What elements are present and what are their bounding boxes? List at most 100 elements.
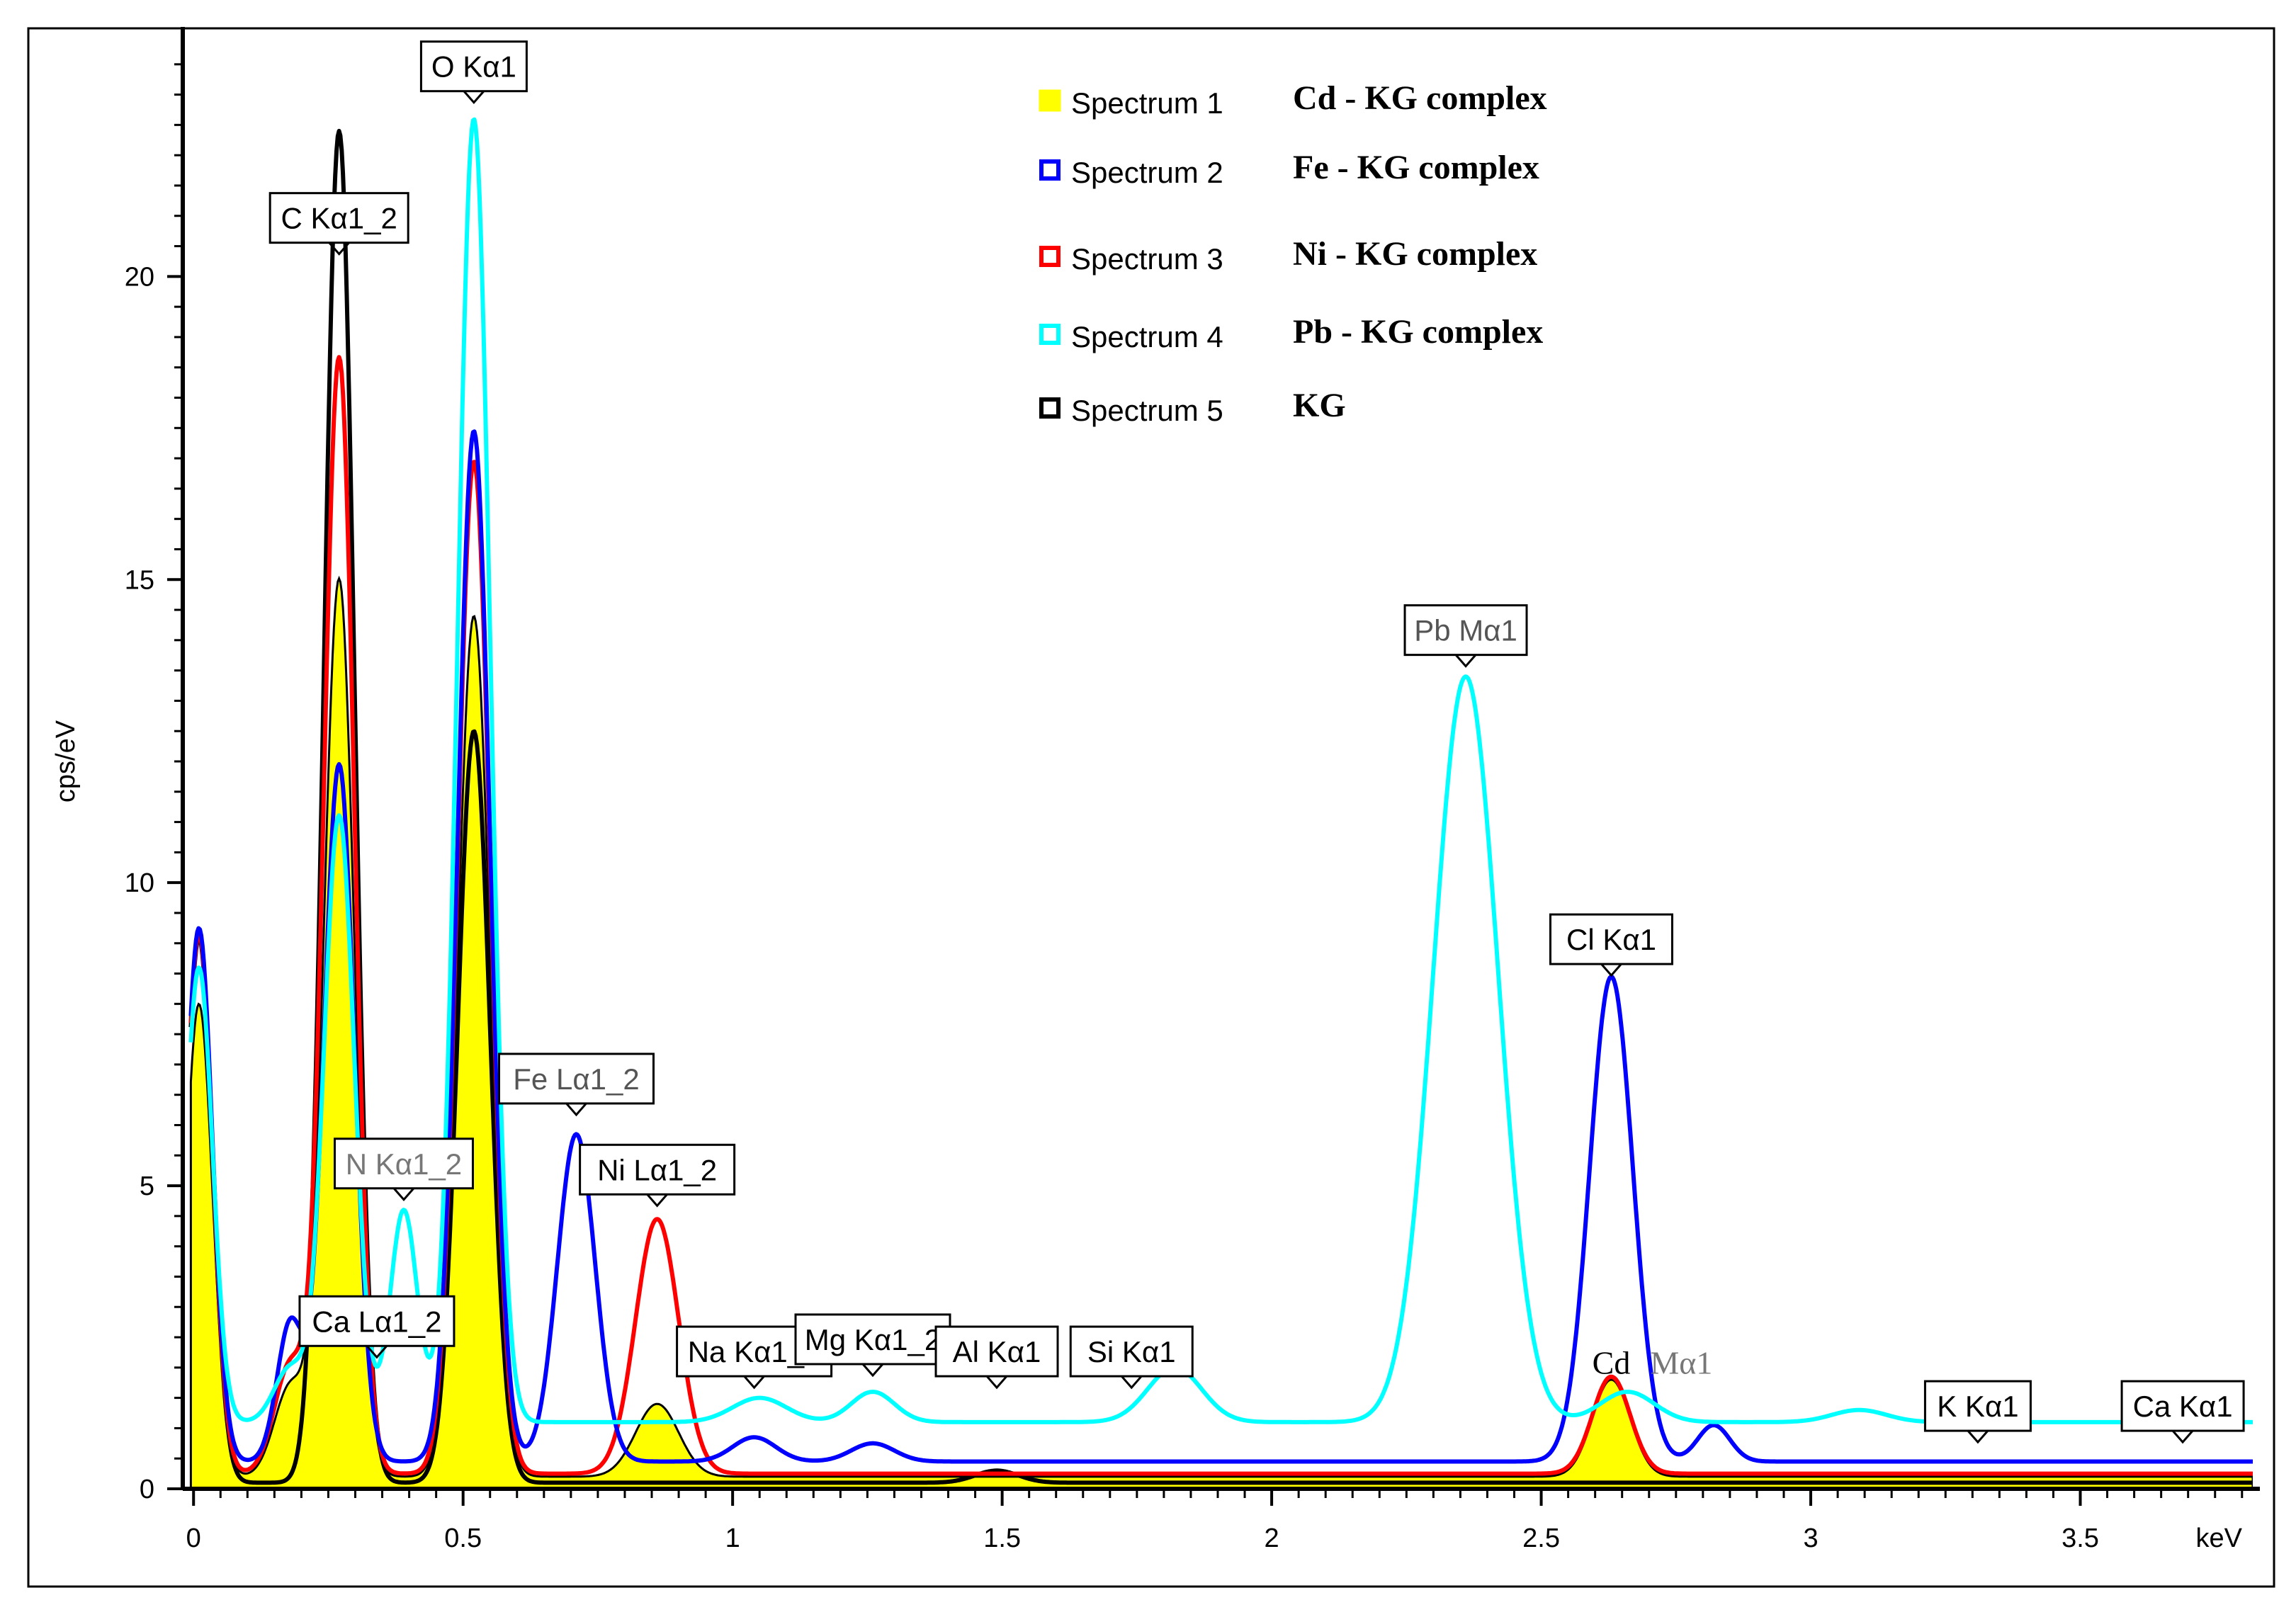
peak-label: Cl Kα1: [1549, 913, 1673, 977]
peak-label: N Kα1_2: [333, 1137, 474, 1202]
peak-label: Ca Lα1_2: [298, 1295, 456, 1359]
axes: 0 5 10 15 20 0 0.5 1 1.5 2 2.5 3 3.5 keV cps/eV: [51, 27, 2260, 1553]
legend-item: Spectrum 2 Fe - KG complex: [1039, 149, 1539, 189]
legend-swatch: [1039, 159, 1061, 181]
peak-plain-label: Cd: [1593, 1344, 1631, 1380]
legend-series-description: KG: [1293, 387, 1346, 424]
peak-label-text: O Kα1: [431, 50, 516, 84]
peak-label-box: [934, 1325, 1059, 1378]
peak-label-text: Ca Lα1_2: [312, 1305, 441, 1338]
peak-label-box: [794, 1313, 951, 1366]
peak-label-box: [298, 1295, 456, 1347]
legend-series-description: Pb - KG complex: [1293, 313, 1543, 351]
legend-item: Spectrum 3 Ni - KG complex: [1039, 235, 1537, 276]
peak-label-text: Cl Kα1: [1566, 923, 1656, 956]
peak-label-box: [579, 1143, 736, 1196]
peak-label-box: [1549, 913, 1673, 965]
x-tick-label: 1: [725, 1524, 740, 1553]
peak-label-text: Al Kα1: [953, 1335, 1041, 1368]
legend-series-name: Spectrum 2: [1071, 156, 1223, 189]
peak-label-pointer: [1967, 1430, 1989, 1444]
peak-label-text: Pb Mα1: [1414, 614, 1517, 647]
peak-label-text: Fe Lα1_2: [513, 1062, 639, 1096]
peak-label-text: K Kα1: [1937, 1390, 2018, 1423]
x-tick-label: 0: [186, 1524, 201, 1553]
peak-label-pointer: [463, 90, 485, 104]
peak-label-pointer: [861, 1363, 884, 1378]
peak-label-pointer: [1121, 1375, 1143, 1390]
peak-label: O Kα1: [419, 40, 528, 104]
legend-item: Spectrum 5 KG: [1039, 387, 1346, 427]
x-tick-label: 3.5: [2062, 1524, 2099, 1553]
peak-label-box: [2120, 1380, 2245, 1432]
peak-label-box: [333, 1137, 474, 1190]
peak-label-pointer: [646, 1193, 668, 1208]
y-axis-title: cps/eV: [51, 720, 81, 802]
peak-label-text: Ni Lα1_2: [597, 1153, 717, 1186]
peak-label: K Kα1: [1923, 1380, 2032, 1444]
y-tick-label: 15: [125, 565, 154, 595]
legend-swatch: [1039, 397, 1061, 419]
peak-label-text: C Kα1_2: [281, 202, 397, 235]
peak-label-box: [1923, 1380, 2032, 1432]
peak-label-pointer: [2171, 1430, 2194, 1444]
peak-label-pointer: [985, 1375, 1008, 1390]
legend-swatch: [1039, 89, 1061, 112]
peak-label-pointer: [328, 242, 350, 256]
x-tick-label: 1.5: [983, 1524, 1021, 1553]
peak-label: Pb Mα1: [1403, 604, 1528, 668]
legend-series-name: Spectrum 1: [1071, 86, 1223, 120]
legend-swatch: [1039, 246, 1061, 267]
peak-label: Ca Kα1: [2120, 1380, 2245, 1444]
peak-label-box: [1403, 604, 1528, 657]
x-tick-label: 2: [1265, 1524, 1279, 1553]
peak-label-text: Si Kα1: [1087, 1335, 1176, 1368]
plot-area: [188, 117, 2253, 1489]
peak-annotations: O Kα1 C Kα1_2 Pb Mα1 Cl Kα1 Fe Lα1_2 Ni Lα1_2…: [268, 40, 2245, 1444]
peak-label: Al Kα1: [934, 1325, 1059, 1390]
peak-label-box: [1069, 1325, 1194, 1378]
peak-label-box: [497, 1053, 655, 1105]
peak-label-text: N Kα1_2: [346, 1147, 462, 1181]
peak-label-pointer: [366, 1345, 388, 1359]
legend-item: Spectrum 4 Pb - KG complex: [1039, 313, 1543, 353]
spectrum-2-line: [188, 429, 2253, 1464]
spectrum-1-area: [189, 575, 2253, 1489]
peak-label: Si Kα1: [1069, 1325, 1194, 1390]
legend-series-description: Ni - KG complex: [1293, 235, 1537, 273]
legend-series-name: Spectrum 4: [1071, 320, 1223, 353]
y-tick-label: 10: [125, 868, 154, 898]
peak-label-pointer: [1600, 963, 1622, 977]
peak-label-text: Ca Kα1: [2133, 1390, 2233, 1423]
legend-series-description: Cd - KG complex: [1293, 79, 1547, 117]
peak-label-pointer: [565, 1102, 587, 1117]
legend-series-description: Fe - KG complex: [1293, 149, 1539, 186]
peak-label-text: Mg Kα1_2: [805, 1323, 941, 1356]
y-tick-label: 5: [140, 1171, 154, 1201]
legend: Spectrum 1 Cd - KG complex Spectrum 2 Fe - …: [1039, 79, 1547, 427]
legend-item: Spectrum 1 Cd - KG complex: [1039, 79, 1547, 120]
peak-label-pointer: [1454, 654, 1477, 668]
peak-label-box: [419, 40, 528, 93]
y-tick-label: 0: [140, 1475, 154, 1504]
legend-series-name: Spectrum 5: [1071, 394, 1223, 427]
y-tick-label: 20: [125, 262, 154, 292]
spectrum-3-line: [188, 355, 2253, 1476]
legend-swatch: [1039, 324, 1061, 345]
x-tick-label: 3: [1803, 1524, 1818, 1553]
peak-label: C Kα1_2: [268, 192, 409, 256]
peak-label: Mg Kα1_2: [794, 1313, 951, 1378]
peak-plain-label: Mα1: [1650, 1344, 1712, 1380]
x-axis-title: keV: [2196, 1524, 2243, 1553]
peak-label-pointer: [392, 1187, 415, 1202]
peak-label: Ni Lα1_2: [579, 1143, 736, 1208]
peak-label: Fe Lα1_2: [497, 1053, 655, 1117]
legend-series-name: Spectrum 3: [1071, 242, 1223, 276]
spectrum-5-line: [188, 128, 2253, 1485]
peak-label-box: [268, 192, 409, 244]
x-tick-label: 0.5: [444, 1524, 482, 1553]
peak-label-pointer: [743, 1375, 765, 1390]
x-tick-label: 2.5: [1522, 1524, 1560, 1553]
spectrum-4-line: [188, 117, 2253, 1424]
